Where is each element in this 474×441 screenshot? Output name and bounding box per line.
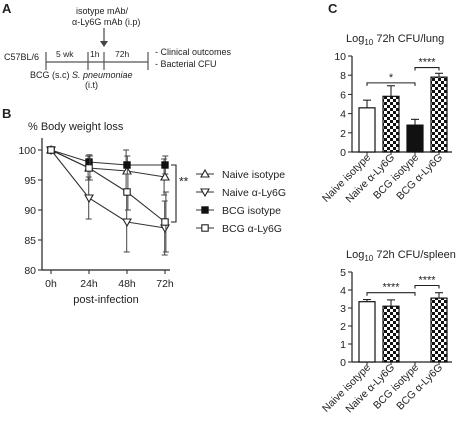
marker-square-open — [47, 146, 55, 154]
bar — [382, 305, 400, 363]
y-tick-label: 0 — [340, 147, 346, 159]
interval-5wk: 5 wk — [56, 49, 74, 59]
marker-square-filled — [161, 161, 169, 169]
bar — [406, 124, 424, 153]
panel-a-schematic: A isotype mAb/ α-Ly6G mAb (i.p) C57BL/6 … — [2, 1, 232, 90]
y-tick-label: 1 — [340, 339, 346, 351]
y-tick-label: 8 — [340, 70, 346, 82]
bar — [358, 301, 376, 363]
marker-triangle-down — [84, 194, 94, 204]
event-bcg: BCG (s.c) — [30, 70, 70, 80]
legend-label: Naive isotype — [222, 169, 285, 181]
significance-label: **** — [382, 282, 400, 294]
y-tick-label: 100 — [18, 145, 36, 157]
marker-square-filled — [123, 161, 131, 169]
panel-b-letter: B — [2, 106, 11, 121]
y-tick-label: 10 — [334, 51, 346, 63]
series-0 — [46, 144, 170, 196]
y-tick-label: 5 — [340, 267, 346, 279]
marker-square-filled — [201, 206, 209, 214]
significance-label: **** — [418, 57, 436, 69]
significance-bracket — [366, 292, 416, 296]
outcome-clinical: - Clinical outcomes — [155, 47, 232, 57]
y-tick-label: 4 — [340, 285, 346, 297]
bar — [430, 297, 448, 363]
outcome-cfu: - Bacterial CFU — [155, 59, 217, 69]
y-tick-label: 2 — [340, 128, 346, 140]
y-tick-label: 2 — [340, 321, 346, 333]
chart-title-log: Log — [346, 33, 364, 45]
y-tick-label: 80 — [24, 265, 36, 277]
marker-square-open — [123, 188, 131, 196]
y-tick-label: 6 — [340, 89, 346, 101]
chart-title-base: 10 — [364, 38, 373, 47]
y-tick-label: 85 — [24, 235, 36, 247]
marker-square-filled — [85, 158, 93, 166]
y-tick-label: 4 — [340, 109, 346, 121]
event-pneumoniae: S. pneumoniae — [72, 70, 133, 80]
legend-label: BCG isotype — [222, 205, 281, 217]
marker-triangle-down — [160, 224, 170, 234]
series-line — [50, 149, 166, 223]
treatment-label: isotype mAb/ — [76, 6, 129, 16]
x-tick-label: 48h — [118, 278, 136, 290]
significance-bracket — [171, 164, 177, 223]
significance-bracket — [414, 284, 440, 289]
y-tick-label: 90 — [24, 205, 36, 217]
y-tick-label: 95 — [24, 175, 36, 187]
treatment-label-line2: α-Ly6G mAb (i.p) — [72, 17, 140, 27]
x-tick-label: 72h — [156, 278, 174, 290]
series-3 — [47, 146, 169, 253]
significance-label: **** — [418, 275, 436, 287]
legend-label: BCG α-Ly6G — [222, 223, 282, 235]
chart-title-rest: 72h CFU/lung — [373, 33, 444, 45]
legend-label: Naive α-Ly6G — [222, 187, 286, 199]
y-tick-label: 0 — [340, 357, 346, 369]
panel-c-letter: C — [328, 1, 338, 16]
marker-square-open — [161, 218, 169, 226]
interval-72h: 72h — [115, 49, 129, 59]
marker-triangle-up — [160, 171, 170, 181]
bar — [430, 76, 448, 153]
chart-title: Log10 72h CFU/spleen — [346, 249, 456, 263]
marker-square-open — [201, 224, 209, 232]
x-axis-label: post-infection — [73, 294, 138, 306]
chart-title: Log10 72h CFU/lung — [346, 33, 444, 47]
marker-triangle-down — [122, 218, 132, 228]
significance-label: * — [389, 72, 394, 84]
strain-label: C57BL/6 — [4, 52, 39, 62]
x-tick-label: 0h — [45, 278, 57, 290]
treatment-arrow-head — [100, 41, 108, 47]
chart-title-rest: 72h CFU/spleen — [373, 249, 456, 261]
interval-1h: 1h — [90, 49, 100, 59]
panel-a-letter: A — [2, 1, 12, 16]
event-pneumoniae-route: (i.t) — [85, 80, 98, 90]
marker-square-open — [85, 164, 93, 172]
chart-body-weight: % Body weight loss 80 85 90 95 100 0h 24h 48h 72h… — [18, 121, 286, 306]
bar — [358, 107, 376, 153]
chart-title: % Body weight loss — [28, 121, 124, 133]
y-tick-label: 3 — [340, 303, 346, 315]
significance-bracket — [414, 66, 440, 71]
bar — [382, 95, 400, 153]
series-line — [50, 149, 165, 166]
series-line — [50, 149, 166, 229]
x-tick-label: 24h — [80, 278, 98, 290]
marker-triangle-down — [200, 188, 210, 198]
significance-bracket — [366, 82, 416, 86]
significance-label: ** — [179, 175, 189, 189]
marker-triangle-up — [200, 168, 210, 178]
chart-title-base: 10 — [364, 254, 373, 263]
chart-title-log: Log — [346, 249, 364, 261]
